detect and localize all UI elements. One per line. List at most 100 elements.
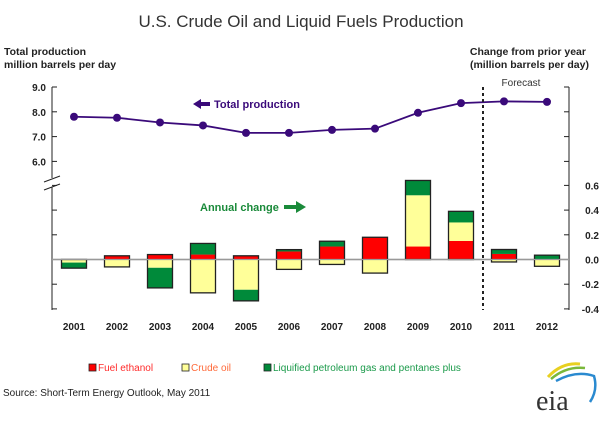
arrow-right-icon [284,201,306,213]
bar-segment-fuel-ethanol-2005 [233,255,259,260]
bar-segment-crude-oil-2002 [104,259,130,267]
x-tick-label: 2007 [321,322,344,333]
bar-segment-crude-oil-2006 [276,259,302,270]
bars [52,179,569,302]
bar-segment-fuel-ethanol-2002 [104,255,130,260]
x-tick-label: 2006 [278,322,301,333]
right-axis-tick-label: -0.4 [582,305,600,316]
line-path [73,100,548,134]
chart-title: U.S. Crude Oil and Liquid Fuels Producti… [138,12,463,31]
bar-segment-liquified-petroleum-gas-and-pentanes-plus-2003 [147,267,173,288]
line-point-2001 [70,112,78,121]
x-axis-labels: 2001 2002 2003 2004 2005 2006 2007 2008 2009 2010… [63,322,559,333]
line-point-2008 [371,124,379,133]
logo-arc-blue [555,372,597,403]
bar-outline-2002 [103,255,131,268]
x-tick-label: 2009 [407,322,430,333]
bar-segment-crude-oil-2010 [448,222,474,241]
logo-text: eia [536,386,569,417]
bar-outline-2003 [146,253,174,289]
bar-stack-2010 [447,210,475,261]
right-axis-tick-label: -0.2 [582,280,600,291]
total-production-label: Total production [214,99,300,111]
left-axis-title-line2: million barrels per day [4,59,116,71]
bar-segment-fuel-ethanol-2010 [448,240,474,260]
x-tick-label: 2001 [63,322,86,333]
annual-change-annotation: Annual change [200,201,306,214]
x-tick-label: 2010 [450,322,473,333]
axis-break-mark [43,183,61,191]
bar-segment-liquified-petroleum-gas-and-pentanes-plus-2005 [233,289,259,301]
bar-outline-2012 [533,254,561,267]
bar-segment-liquified-petroleum-gas-and-pentanes-plus-2006 [276,249,302,252]
bar-segment-fuel-ethanol-2009 [405,246,431,260]
bar-segment-crude-oil-2008 [362,259,388,274]
legend-swatch [181,363,190,372]
line-point-2004 [199,121,207,130]
bar-outline-2005 [232,255,260,302]
bar-stack-2001 [60,258,88,269]
axis-break-mark [43,175,61,183]
total-production-line [70,97,551,137]
bar-segment-liquified-petroleum-gas-and-pentanes-plus-2001 [61,262,87,269]
bar-outline-2007 [318,240,346,266]
left-axis-tick-label: 7.0 [32,133,46,144]
bar-segment-liquified-petroleum-gas-and-pentanes-plus-2009 [405,180,431,196]
bar-segment-fuel-ethanol-2008 [362,237,388,260]
bar-stack-2008 [361,236,389,274]
right-axis-tick-label: 0.0 [585,256,599,267]
left-axis-title-line1: Total production [4,46,86,58]
right-axis-tick-label: 0.2 [585,231,599,242]
bar-segment-liquified-petroleum-gas-and-pentanes-plus-2010 [448,211,474,223]
bar-segment-crude-oil-2001 [61,259,87,263]
bar-segment-fuel-ethanol-2006 [276,251,302,260]
bar-stack-2003 [146,253,174,289]
line-point-2010 [457,99,465,108]
legend-swatch [263,363,272,372]
bar-segment-fuel-ethanol-2003 [147,254,173,260]
right-axis-title-line1: Change from prior year [470,46,586,58]
bar-segment-liquified-petroleum-gas-and-pentanes-plus-2011 [491,249,517,254]
legend-label: Crude oil [191,363,231,374]
line-point-2006 [285,128,293,137]
logo-arc-green [550,366,586,380]
bar-segment-crude-oil-2012 [534,259,560,267]
bar-segment-crude-oil-2009 [405,195,431,247]
x-tick-label: 2008 [364,322,387,333]
left-axis-tick-label: 9.0 [32,83,46,94]
x-tick-label: 2004 [192,322,215,333]
bar-segment-crude-oil-2003 [147,259,173,268]
bar-stack-2002 [103,255,131,268]
bar-stack-2007 [318,240,346,266]
bar-stack-2009 [404,179,432,261]
x-tick-label: 2005 [235,322,258,333]
bar-outline-2004 [189,242,217,294]
bar-segment-liquified-petroleum-gas-and-pentanes-plus-2007 [319,241,345,247]
legend-label: Liquified petroleum gas and pentanes plu… [273,363,461,374]
legend-swatch [88,363,97,372]
bar-segment-liquified-petroleum-gas-and-pentanes-plus-2012 [534,255,560,260]
forecast-label: Forecast [502,78,541,89]
legend: Fuel ethanol Crude oil Liquified petrole… [88,363,461,374]
right-axis-title-line2: (million barrels per day) [470,59,589,71]
line-point-2009 [414,108,422,117]
bar-stack-2012 [533,254,561,267]
left-axis-tick-label: 8.0 [32,108,46,119]
arrow-left-icon [193,99,210,109]
right-axis-tick-label: 0.4 [585,206,599,217]
line-point-2003 [156,118,164,127]
bar-segment-fuel-ethanol-2011 [491,253,517,260]
logo-arc-yellow [546,362,581,379]
x-tick-label: 2003 [149,322,172,333]
x-tick-label: 2002 [106,322,129,333]
bar-segment-crude-oil-2007 [319,259,345,265]
left-axis-tick-label: 6.0 [32,157,46,168]
annual-change-label: Annual change [200,202,279,214]
bar-stack-2004 [189,242,217,294]
source-note: Source: Short-Term Energy Outlook, May 2… [3,388,211,399]
x-tick-label: 2011 [493,322,515,333]
line-point-2007 [328,125,336,134]
bar-segment-crude-oil-2005 [233,259,259,290]
line-point-2005 [242,128,250,137]
